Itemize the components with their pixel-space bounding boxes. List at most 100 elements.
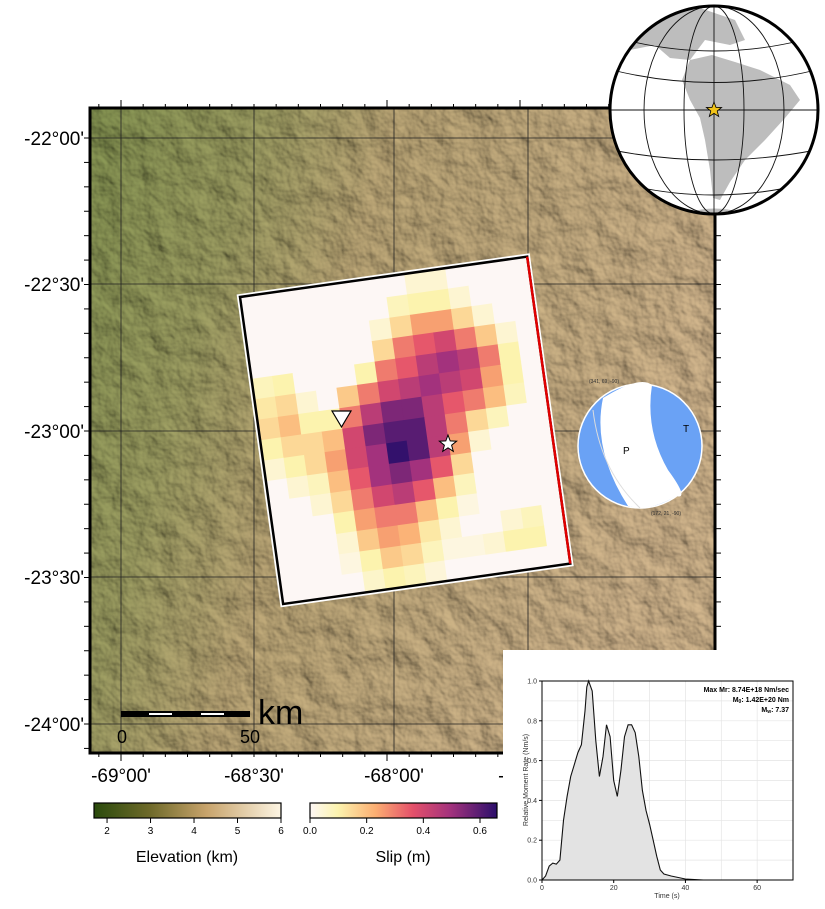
slip-cell <box>266 332 291 357</box>
slip-cell <box>482 531 507 556</box>
slip-cell <box>506 256 531 281</box>
slip-cell <box>482 385 507 410</box>
slip-cell <box>415 352 440 377</box>
slip-cell <box>514 464 539 489</box>
slip-cell <box>374 358 399 383</box>
latitude-label: -23°00' <box>24 422 84 443</box>
slip-cell <box>386 440 411 465</box>
elevation-colorbar: 2 3 4 5 6 Elevation (km) <box>93 802 284 866</box>
slip-cell <box>345 300 370 325</box>
slip-cell <box>400 542 425 567</box>
slip-cell <box>383 420 408 444</box>
slip-cell <box>251 375 276 400</box>
slip-cell <box>315 533 340 558</box>
slip-cell <box>438 370 463 395</box>
x-tick-label: 60 <box>753 885 761 892</box>
slip-cell <box>476 490 501 515</box>
colorbar-tick-label: 3 <box>148 826 154 837</box>
slip-cell <box>248 355 273 380</box>
slip-cell <box>274 539 299 564</box>
slip-cell <box>397 522 422 547</box>
slip-colorbar-label: Slip (m) <box>375 849 430 866</box>
slip-cell <box>423 560 448 585</box>
slip-cell <box>453 326 478 351</box>
slip-cell <box>427 288 452 313</box>
slip-cell <box>429 455 454 480</box>
slip-cell <box>464 554 489 579</box>
y-axis-label: Relative Moment Rate (Nm/s) <box>523 734 530 826</box>
slip-cell <box>304 452 328 476</box>
slip-cell <box>307 326 332 351</box>
slip-cell <box>509 423 534 448</box>
slip-cell <box>304 305 329 330</box>
slip-cell <box>383 273 408 298</box>
slip-cell <box>538 481 563 506</box>
moment-rate-line <box>541 679 793 881</box>
slip-cell <box>260 291 285 316</box>
slip-cell <box>263 457 287 482</box>
slip-cell <box>327 323 352 348</box>
slip-cell <box>517 484 542 509</box>
nodal-plane-1: (341, 69, -90) <box>589 379 619 385</box>
colorbar-tick-label: 2 <box>104 826 110 837</box>
slip-cell <box>382 566 407 591</box>
colorbar-tick-label: 5 <box>235 826 241 837</box>
slip-cell <box>313 367 337 392</box>
slip-model <box>236 253 574 608</box>
slip-cell <box>512 443 536 468</box>
slip-cell <box>445 265 470 290</box>
slip-cell <box>297 557 322 582</box>
slip-cell <box>338 551 363 576</box>
slip-cell <box>362 422 387 447</box>
slip-cell <box>444 557 469 582</box>
slip-cell <box>491 446 516 471</box>
slip-cell <box>477 344 502 369</box>
colorbar-tick-label: 0.0 <box>303 826 317 837</box>
latitude-labels: -22°00' -22°30' -23°00' -23°30' -24°00' <box>24 129 84 736</box>
slip-cell <box>485 551 510 576</box>
slip-cell <box>441 537 466 561</box>
seismic-moment: M0: 1.42E+20 Nm <box>733 697 789 705</box>
slip-cell <box>465 408 490 433</box>
colorbar-tick-label: 0.6 <box>473 826 487 837</box>
slip-cell <box>418 519 443 544</box>
slip-cell <box>491 300 516 325</box>
y-tick-label: 0.0 <box>527 878 537 885</box>
slip-cell <box>471 449 495 474</box>
slip-cell <box>480 364 504 389</box>
slip-cell <box>506 402 531 427</box>
slip-cell <box>546 543 571 568</box>
slip-cell <box>365 443 390 468</box>
slip-cell <box>468 428 493 453</box>
x-tick-label: 20 <box>610 885 618 892</box>
slip-cell <box>435 496 460 521</box>
longitude-label: -68°00' <box>364 766 424 787</box>
slip-cell <box>347 466 372 491</box>
slip-cell <box>406 437 431 462</box>
slip-cell <box>268 498 293 523</box>
slip-cell <box>324 449 349 474</box>
slip-cell <box>348 320 373 345</box>
slip-cell <box>242 314 267 339</box>
slip-cell <box>368 317 393 342</box>
slip-cell <box>295 390 320 415</box>
slip-cell <box>488 426 513 450</box>
slip-cell <box>438 516 463 541</box>
moment-rate-inset: 0 20 40 60 0.0 0.2 0.4 0.6 0.8 1.0 Max Mr: 8.74E+… <box>503 650 825 909</box>
slip-cell <box>312 513 337 538</box>
inverted-triangle-icon <box>330 410 353 429</box>
scale-bar: km 0 50 <box>117 694 303 747</box>
slip-cell <box>521 358 545 383</box>
slip-cell <box>424 268 449 293</box>
slip-cell <box>269 352 294 377</box>
slip-cell <box>459 367 484 392</box>
slip-cell <box>333 510 358 535</box>
slip-cell <box>263 311 288 336</box>
slip-cell <box>520 505 545 529</box>
moment-rate-area <box>542 681 793 880</box>
slip-cell <box>535 461 560 486</box>
slip-cell <box>380 399 405 424</box>
slip-cell <box>494 320 519 345</box>
slip-cell <box>394 501 419 526</box>
x-tick-label: 40 <box>682 885 690 892</box>
